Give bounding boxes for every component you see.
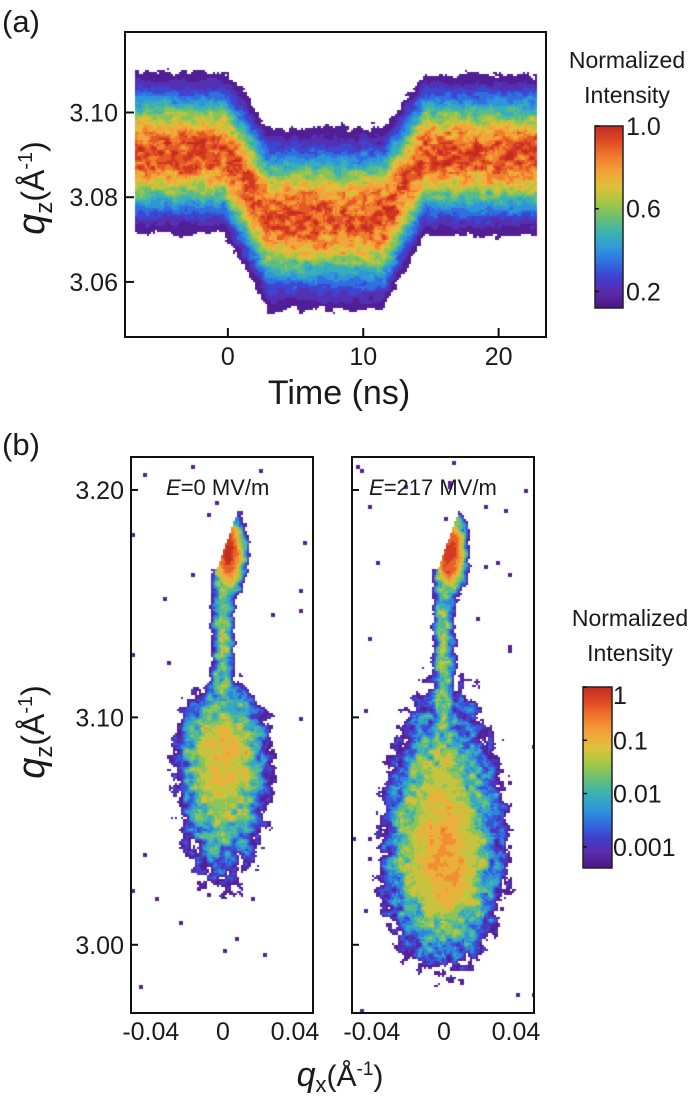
xlabel-unit: (Å [327, 1060, 357, 1093]
panel-a-ticks: 0 10 20 3.10 3.08 3.06 [69, 99, 512, 371]
x-tick-label: 0 [437, 1018, 451, 1046]
x-tick-label: 0 [221, 343, 235, 371]
annotation-symbol: E [369, 475, 384, 500]
colorbar-a [594, 125, 624, 309]
y-tick-label: 3.10 [69, 99, 118, 127]
ylabel-unit: (Å [15, 169, 51, 202]
panel-b-right-frame [351, 456, 535, 1014]
ylabel-subscript: z [31, 746, 58, 758]
annotation-symbol: E [166, 475, 181, 500]
ylabel-unit: (Å [15, 713, 51, 746]
panel-a-label: (a) [2, 4, 40, 39]
y-tick-label: 3.20 [75, 477, 124, 505]
panel-b-left-frame [130, 456, 314, 1014]
panel-b-ticks: 3.20 3.10 3.00 -0.04 0 0.04 -0.04 0 0.04 [75, 477, 540, 1046]
x-tick-label: 0.04 [271, 1018, 320, 1046]
x-tick-label: 20 [485, 343, 513, 371]
x-tick-label: 0.04 [492, 1018, 541, 1046]
panel-a-intensity-map [125, 32, 546, 337]
x-tick-label: 10 [349, 343, 377, 371]
panel-a-frame [124, 31, 547, 338]
panel-b-right-annotation: E=217 MV/m [369, 475, 497, 500]
annotation-value: =0 MV/m [181, 475, 270, 500]
colorbar-tick-label: 0.2 [626, 278, 661, 306]
colorbar-a-title-line2: Intensity [584, 82, 670, 108]
y-tick-label: 3.08 [69, 184, 118, 212]
panel-b-ylabel: qz(Å-1) [11, 685, 58, 779]
colorbar-b-title-line1: Normalized [572, 605, 688, 631]
xlabel-close: ) [373, 1060, 383, 1093]
y-tick-label: 3.10 [75, 704, 124, 732]
colorbar-tick-label: 1 [613, 682, 627, 710]
xlabel-symbol: q [297, 1056, 316, 1094]
ylabel-symbol: q [11, 214, 53, 235]
panel-b-right-intensity-map [352, 457, 534, 1013]
ylabel-exponent: -1 [15, 152, 37, 170]
annotation-value: =217 MV/m [384, 475, 497, 500]
x-tick-label: -0.04 [122, 1018, 179, 1046]
ylabel-close: ) [15, 685, 51, 696]
panel-b-xlabel: qx(Å-1) [297, 1056, 384, 1096]
xlabel-subscript: x [316, 1072, 327, 1096]
colorbar-a-ticks: 1.0 0.6 0.2 [595, 113, 661, 306]
colorbar-tick-label: 1.0 [626, 113, 661, 141]
panel-b-left-annotation: E=0 MV/m [166, 475, 269, 500]
ylabel-close: ) [15, 141, 51, 152]
ylabel-exponent: -1 [15, 696, 37, 714]
ylabel-subscript: z [31, 202, 58, 214]
colorbar-b-title-line2: Intensity [587, 640, 673, 666]
colorbar-a-title-line1: Normalized [569, 47, 685, 73]
y-tick-label: 3.00 [75, 932, 124, 960]
colorbar-tick-label: 0.6 [626, 196, 661, 224]
panel-b-label: (b) [2, 427, 40, 462]
panel-a-xlabel: Time (ns) [268, 374, 410, 412]
ylabel-symbol: q [11, 758, 53, 779]
colorbar-b [582, 686, 613, 869]
xlabel-exponent: -1 [357, 1059, 374, 1080]
colorbar-b-ticks: 1 0.1 0.01 0.001 [583, 682, 676, 862]
panel-b-left-intensity-map [131, 457, 313, 1013]
colorbar-tick-label: 0.1 [613, 727, 648, 755]
colorbar-tick-label: 0.001 [613, 834, 676, 862]
x-tick-label: 0 [216, 1018, 230, 1046]
colorbar-tick-label: 0.01 [613, 781, 662, 809]
x-tick-label: -0.04 [343, 1018, 400, 1046]
panel-a-ylabel: qz(Å-1) [11, 141, 58, 235]
y-tick-label: 3.06 [69, 269, 118, 297]
